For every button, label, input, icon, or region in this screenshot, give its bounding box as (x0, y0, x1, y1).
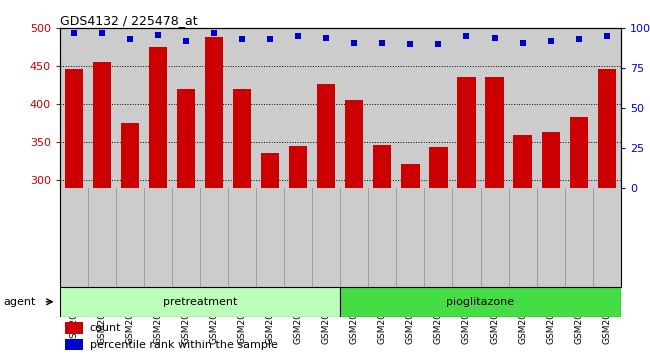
Bar (60, 287, 341, 317)
Point (517, 40, 528, 46)
Point (209, 30, 219, 36)
Point (377, 40, 387, 46)
Bar (233, 89, 251, 188)
Point (321, 35, 332, 41)
Point (405, 41, 415, 47)
Text: pioglitazone: pioglitazone (447, 297, 515, 307)
Text: GDS4132 / 225478_at: GDS4132 / 225478_at (60, 14, 198, 27)
Point (545, 38, 556, 44)
Bar (205, 38, 223, 188)
Point (573, 37, 584, 42)
Bar (66, 322, 83, 333)
Point (97, 30, 107, 36)
Bar (149, 47, 167, 188)
Bar (373, 145, 391, 188)
Bar (597, 69, 616, 188)
Point (69, 30, 79, 36)
Bar (541, 132, 560, 188)
Bar (341, 287, 621, 317)
Point (293, 34, 304, 39)
Bar (261, 153, 280, 188)
Bar (177, 89, 195, 188)
Bar (65, 69, 83, 188)
Bar (93, 62, 111, 188)
Point (489, 35, 500, 41)
Bar (66, 339, 83, 350)
Bar (317, 84, 335, 188)
Bar (345, 99, 363, 188)
Point (434, 41, 444, 47)
Text: count: count (90, 323, 122, 333)
Bar (569, 117, 588, 188)
Bar (401, 164, 419, 188)
Bar (458, 77, 476, 188)
Text: percentile rank within the sample: percentile rank within the sample (90, 340, 278, 350)
Point (601, 34, 612, 39)
Text: agent: agent (3, 297, 36, 307)
Point (153, 32, 163, 38)
Text: pretreatment: pretreatment (163, 297, 237, 307)
Bar (486, 77, 504, 188)
Bar (514, 135, 532, 188)
Point (125, 37, 135, 42)
Bar (289, 146, 307, 188)
Point (181, 38, 191, 44)
Point (265, 37, 276, 42)
Bar (430, 147, 448, 188)
Point (462, 34, 472, 39)
Point (349, 40, 359, 46)
Point (237, 37, 247, 42)
Bar (121, 123, 139, 188)
